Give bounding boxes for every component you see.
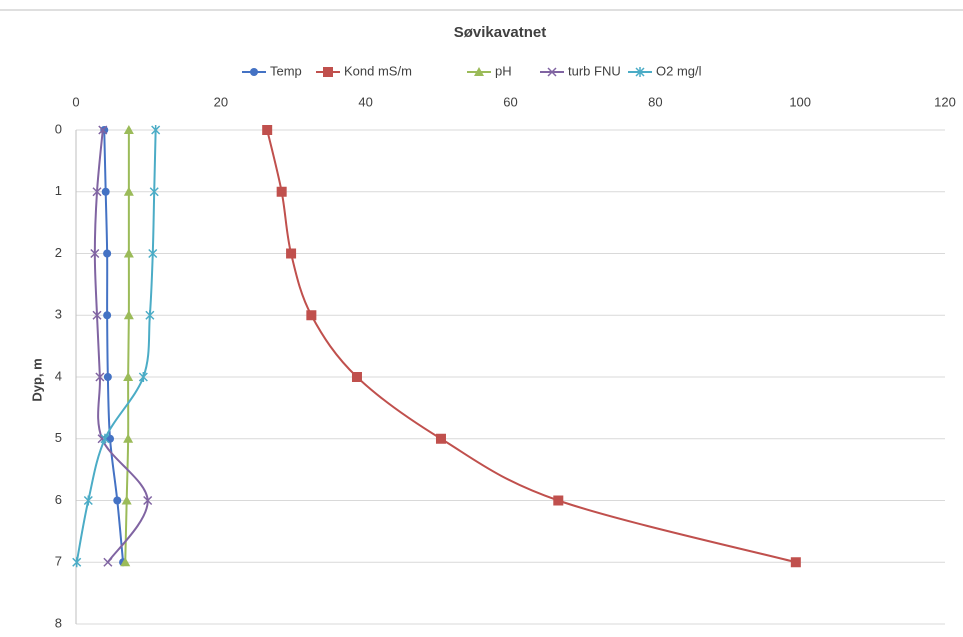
x-tick-label: 100 bbox=[789, 94, 811, 109]
data-point bbox=[143, 495, 153, 506]
x-tick-label: 0 bbox=[72, 94, 79, 109]
chart-title: Søvikavatnet bbox=[454, 24, 547, 41]
y-tick-label: 2 bbox=[55, 245, 62, 260]
legend-label: O2 mg/l bbox=[656, 63, 702, 78]
series-line bbox=[93, 129, 149, 563]
y-tick-label: 6 bbox=[55, 492, 62, 507]
data-point bbox=[95, 372, 105, 382]
data-point bbox=[103, 249, 112, 258]
series-line bbox=[266, 129, 797, 564]
y-tick-label: 4 bbox=[55, 368, 62, 383]
y-tick-label: 5 bbox=[55, 430, 62, 445]
y-tick-label: 7 bbox=[55, 554, 62, 569]
legend-marker bbox=[547, 67, 557, 77]
data-point bbox=[790, 557, 801, 568]
y-tick-label: 1 bbox=[55, 183, 62, 198]
data-point bbox=[553, 495, 564, 506]
data-point bbox=[351, 372, 362, 382]
data-point bbox=[145, 310, 155, 321]
data-point bbox=[103, 311, 112, 320]
legend-label: Temp bbox=[270, 63, 302, 78]
legend-marker bbox=[323, 67, 333, 77]
y-tick-label: 8 bbox=[55, 615, 62, 630]
data-point bbox=[138, 372, 148, 382]
data-point bbox=[123, 248, 134, 258]
data-point bbox=[148, 248, 158, 259]
data-point bbox=[121, 495, 132, 505]
data-point bbox=[120, 557, 131, 567]
data-point bbox=[123, 433, 134, 443]
data-point bbox=[103, 373, 112, 381]
legend-label: Kond mS/m bbox=[344, 63, 412, 78]
data-point bbox=[286, 248, 297, 259]
data-point bbox=[98, 125, 108, 135]
x-tick-label: 80 bbox=[648, 94, 662, 109]
data-point bbox=[101, 187, 110, 196]
data-point bbox=[276, 186, 287, 197]
data-point bbox=[262, 125, 273, 135]
data-point bbox=[100, 126, 109, 134]
series-line bbox=[124, 130, 130, 563]
data-point bbox=[83, 495, 93, 506]
data-point bbox=[100, 433, 110, 444]
data-point bbox=[123, 310, 134, 320]
x-tick-label: 40 bbox=[358, 94, 372, 109]
x-tick-label: 120 bbox=[934, 94, 956, 109]
y-tick-label: 0 bbox=[55, 121, 62, 136]
legend-marker bbox=[250, 68, 258, 76]
data-point bbox=[306, 310, 317, 321]
legend-label: turb FNU bbox=[568, 63, 621, 78]
data-point bbox=[103, 557, 113, 567]
y-axis-label: Dyp, m bbox=[29, 358, 44, 401]
y-tick-label: 3 bbox=[55, 307, 62, 322]
data-point bbox=[72, 557, 82, 568]
data-point bbox=[149, 186, 159, 197]
x-tick-label: 20 bbox=[214, 94, 228, 109]
data-point bbox=[92, 310, 102, 320]
data-point bbox=[123, 372, 134, 381]
data-point bbox=[151, 125, 161, 135]
series-line bbox=[75, 129, 157, 563]
legend-marker bbox=[635, 67, 645, 77]
legend-label: pH bbox=[495, 63, 512, 78]
data-point bbox=[435, 433, 446, 444]
data-point bbox=[92, 187, 102, 197]
data-point bbox=[113, 496, 122, 505]
series-line bbox=[103, 129, 125, 563]
data-point bbox=[90, 248, 100, 259]
data-point bbox=[106, 434, 115, 443]
legend-marker bbox=[474, 67, 484, 76]
data-point bbox=[123, 186, 134, 196]
x-tick-label: 60 bbox=[503, 94, 517, 109]
data-point bbox=[123, 125, 134, 134]
